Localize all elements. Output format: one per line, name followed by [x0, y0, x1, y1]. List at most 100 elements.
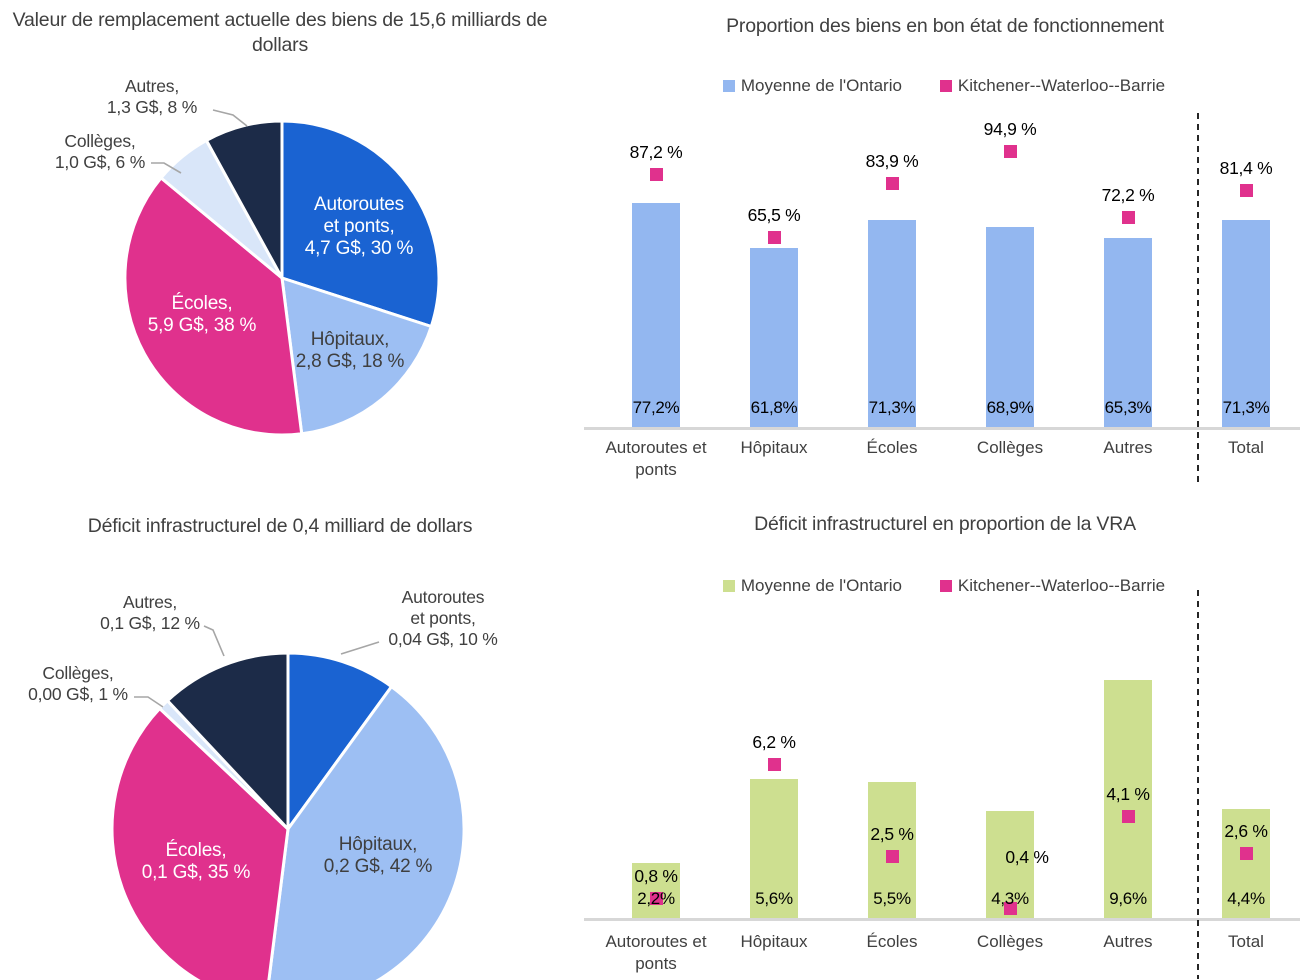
chart-bars-deficit-vra: Déficit infrastructurel en proportion de… [560, 490, 1300, 980]
pie-slice-label: Autoroutes et ponts, 0,04 G$, 10 % [388, 586, 498, 649]
pie-slice-label: Écoles, 0,1 G$, 35 % [141, 840, 251, 883]
point-value-label: 81,4 % [1219, 158, 1273, 179]
bar-value-label: 61,8% [750, 398, 798, 417]
legend-label-ontario: Moyenne de l'Ontario [740, 576, 902, 595]
leader-line [212, 109, 248, 127]
point-marker-Hôpitaux [767, 757, 781, 771]
category-label-Collèges: Collèges [976, 932, 1044, 951]
bar-value-label: 5,5% [873, 889, 911, 908]
point-marker-Autoroutes et ponts [649, 891, 663, 905]
point-value-label: 4,1 % [1106, 783, 1150, 804]
bar-Hôpitaux [750, 247, 798, 427]
point-value-label: 83,9 % [865, 151, 919, 172]
bar-value-label: 65,3% [1104, 398, 1152, 417]
leader-line [134, 696, 164, 708]
bar-Total [1222, 808, 1270, 918]
chart-title: Déficit infrastructurel de 0,4 milliard … [87, 515, 473, 537]
chart-bars-condition: Proportion des biens en bon état de fonc… [560, 0, 1300, 490]
legend: Moyenne de l'Ontario Kitchener--Waterloo… [560, 76, 1300, 96]
bar-Total [1222, 220, 1270, 427]
point-value-label: 87,2 % [629, 141, 683, 162]
legend-label-ontario: Moyenne de l'Ontario [740, 76, 902, 95]
legend-item-kwb: Kitchener--Waterloo--Barrie [939, 576, 1166, 596]
point-marker-Hôpitaux [767, 230, 781, 244]
category-label-Autres: Autres [1103, 438, 1153, 457]
category-label-Écoles: Écoles [866, 438, 918, 457]
bar-Autoroutes et ponts [632, 863, 680, 918]
pie-slice-label: Écoles, 5,9 G$, 38 % [147, 293, 257, 336]
point-value-label: 0,8 % [634, 865, 678, 886]
point-marker-Autres [1121, 211, 1135, 225]
chart-title: Déficit infrastructurel en proportion de… [754, 513, 1136, 535]
point-marker-Autres [1121, 809, 1135, 823]
point-value-label: 72,2 % [1101, 185, 1155, 206]
bar-value-label: 2,2% [637, 889, 675, 908]
legend-item-ontario: Moyenne de l'Ontario [722, 76, 902, 96]
legend: Moyenne de l'Ontario Kitchener--Waterloo… [560, 576, 1300, 596]
bars-etat-svg [584, 113, 1300, 487]
category-label-Écoles: Écoles [866, 932, 918, 951]
point-value-label: 0,4 % [1005, 847, 1049, 867]
bars-condition-plot: 77,2% 87,2 % Autoroutes et ponts 61,8% 65,5 … [560, 0, 1300, 490]
pie-slice-Écoles [123, 176, 304, 437]
pie-slice-Autoroutes et ponts [280, 119, 441, 328]
pie-slice-Autoroutes et ponts [286, 651, 393, 831]
point-value-label: 2,5 % [870, 823, 914, 844]
point-marker-Collèges [1003, 145, 1017, 159]
pie-slice-Écoles [110, 707, 290, 980]
category-label-Autres: Autres [1103, 932, 1153, 951]
bars-deficit-vra-plot: 2,2% 0,8 % Autoroutes et ponts 5,6% 6,2 % Hôp… [560, 490, 1300, 980]
bar-Autoroutes et ponts [632, 203, 680, 427]
category-label-Hôpitaux: Hôpitaux [740, 932, 808, 951]
point-marker-Total [1239, 847, 1253, 861]
bar-Collèges [986, 227, 1034, 427]
category-label-Autoroutes et ponts: Autoroutes et ponts [605, 932, 707, 973]
pie-slice-Hôpitaux [267, 685, 466, 980]
bar-Hôpitaux [750, 779, 798, 918]
pie-deficit-svg [110, 625, 466, 980]
chart-title: Proportion des biens en bon état de fonc… [726, 15, 1164, 37]
pie-slice-label: Collèges, 1,0 G$, 6 % [54, 131, 146, 172]
bar-value-label: 4,3% [991, 889, 1029, 908]
bar-value-label: 4,4% [1227, 889, 1265, 908]
category-label-Total: Total [1228, 932, 1264, 951]
point-marker-Collèges [1003, 901, 1017, 915]
bar-Écoles [868, 220, 916, 427]
pie-slice-label: Autres, 1,3 G$, 8 % [106, 76, 198, 117]
leader-line [203, 625, 225, 657]
chart-title: Valeur de remplacement actuelle des bien… [12, 9, 548, 56]
legend-item-ontario: Moyenne de l'Ontario [722, 576, 902, 596]
category-label-Collèges: Collèges [976, 438, 1044, 457]
legend-item-kwb: Kitchener--Waterloo--Barrie [939, 76, 1166, 96]
pie-slice-label: Autres, 0,1 G$, 12 % [100, 592, 200, 633]
category-label-Hôpitaux: Hôpitaux [740, 438, 808, 457]
pie-slice-label: Hôpitaux, 2,8 G$, 18 % [295, 329, 405, 372]
pie-deficit-body: Autoroutes et ponts, 0,04 G$, 10 % Hôpita… [0, 490, 560, 980]
legend-swatch-kwb [939, 80, 952, 92]
point-marker-Total [1239, 184, 1253, 198]
legend-swatch-ontario [722, 580, 735, 592]
point-value-label: 65,5 % [747, 204, 801, 225]
point-value-label: 6,2 % [752, 731, 796, 752]
pie-slice-label: Collèges, 0,00 G$, 1 % [28, 663, 128, 704]
leader-line [340, 641, 380, 655]
leader-line [151, 162, 182, 174]
bar-value-label: 68,9% [986, 398, 1034, 417]
category-label-Autoroutes et ponts: Autoroutes et ponts [605, 438, 707, 479]
bar-value-label: 5,6% [755, 889, 793, 908]
pie-slice-label: Hôpitaux, 0,2 G$, 42 % [323, 834, 433, 877]
legend-swatch-kwb [939, 580, 952, 592]
pie-slice-label: Autoroutes et ponts, 4,7 G$, 30 % [304, 194, 414, 259]
pie-replacement-value-body: Autoroutes et ponts, 4,7 G$, 30 % Hôpitau… [0, 0, 560, 490]
pie-vra-svg [123, 109, 441, 437]
bar-Autres [1104, 679, 1152, 918]
category-label-Total: Total [1228, 438, 1264, 457]
bar-Collèges [986, 811, 1034, 918]
bar-value-label: 77,2% [632, 398, 680, 417]
point-marker-Écoles [885, 177, 899, 191]
bar-value-label: 9,6% [1109, 889, 1147, 908]
legend-label-kwb: Kitchener--Waterloo--Barrie [957, 576, 1166, 595]
legend-label-kwb: Kitchener--Waterloo--Barrie [957, 76, 1166, 95]
bar-value-label: 71,3% [1222, 398, 1270, 417]
